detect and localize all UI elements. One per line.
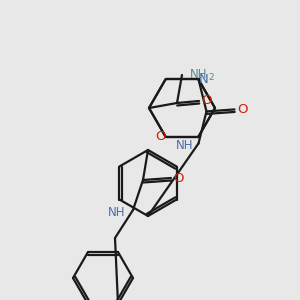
Text: O: O (202, 94, 212, 107)
Text: 2: 2 (208, 73, 214, 82)
Text: O: O (155, 130, 166, 143)
Text: NH: NH (107, 206, 125, 218)
Text: NH: NH (176, 139, 194, 152)
Text: O: O (237, 103, 248, 116)
Text: O: O (174, 172, 184, 184)
Text: N: N (199, 73, 208, 86)
Text: NH: NH (190, 68, 208, 82)
